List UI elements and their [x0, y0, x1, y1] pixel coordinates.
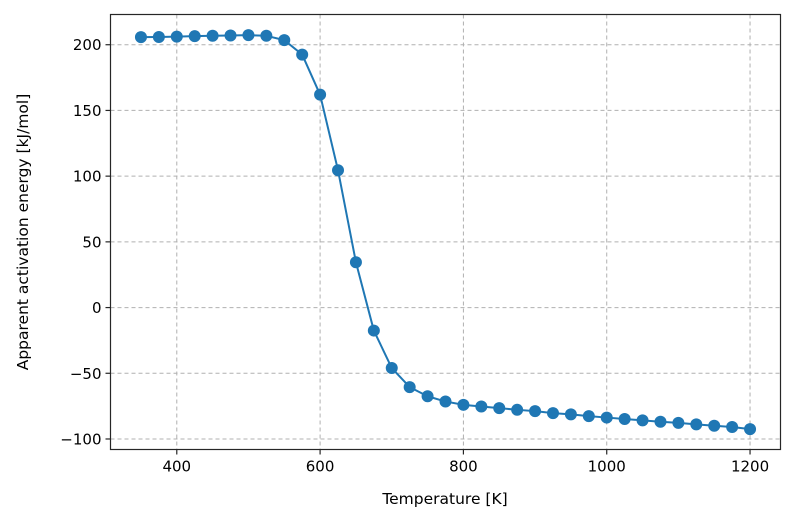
data-point-marker	[672, 416, 685, 429]
data-point-marker	[546, 407, 559, 420]
data-point-marker	[278, 34, 291, 47]
data-point-marker	[475, 400, 488, 413]
data-point-marker	[744, 423, 757, 436]
data-point-marker	[224, 29, 237, 42]
data-point-marker	[349, 256, 362, 269]
data-point-marker	[332, 164, 345, 177]
data-point-marker	[600, 411, 613, 424]
x-tick-label: 800	[449, 458, 478, 476]
data-point-marker	[618, 413, 631, 426]
data-point-marker	[636, 414, 649, 427]
y-tick-label: −100	[60, 430, 101, 448]
data-point-marker	[511, 403, 524, 416]
y-axis-ticks: −100 −50 0 50 100 150 200	[60, 36, 111, 448]
x-axis-label: Temperature [K]	[381, 490, 507, 508]
data-point-marker	[529, 405, 542, 418]
y-tick-label: 0	[92, 299, 102, 317]
y-tick-label: 200	[73, 36, 102, 54]
x-axis-ticks: 400 600 800 1000 1200	[162, 449, 769, 476]
data-point-marker	[188, 30, 201, 43]
data-point-marker	[385, 362, 398, 375]
data-point-marker	[170, 30, 183, 43]
data-point-marker	[421, 390, 434, 403]
y-tick-label: 100	[73, 168, 102, 186]
data-point-marker	[582, 410, 595, 423]
data-point-marker	[439, 395, 452, 408]
data-point-marker	[152, 30, 165, 43]
data-point-marker	[564, 408, 577, 421]
data-point-marker	[314, 88, 327, 101]
data-point-marker	[403, 381, 416, 394]
data-point-marker	[708, 419, 721, 432]
data-series	[134, 29, 757, 436]
data-point-marker	[457, 398, 470, 411]
plot-frame	[109, 13, 782, 451]
data-point-marker	[206, 29, 219, 42]
grid-lines	[110, 14, 781, 450]
data-point-marker	[134, 31, 147, 44]
data-point-marker	[493, 402, 506, 415]
x-tick-label: 600	[306, 458, 335, 476]
data-point-marker	[690, 418, 703, 431]
data-point-marker	[726, 421, 739, 434]
data-point-marker	[242, 29, 255, 42]
y-tick-label: −50	[70, 365, 102, 383]
series-line	[140, 34, 751, 431]
y-tick-label: 50	[82, 233, 101, 251]
data-point-marker	[654, 415, 667, 428]
x-tick-label: 400	[162, 458, 191, 476]
data-point-marker	[296, 48, 309, 61]
x-tick-label: 1000	[588, 458, 626, 476]
data-point-marker	[260, 29, 273, 42]
y-tick-label: 150	[73, 102, 102, 120]
y-axis-label: Apparent activation energy [kJ/mol]	[14, 94, 32, 371]
x-tick-label: 1200	[731, 458, 769, 476]
data-point-marker	[367, 324, 380, 337]
